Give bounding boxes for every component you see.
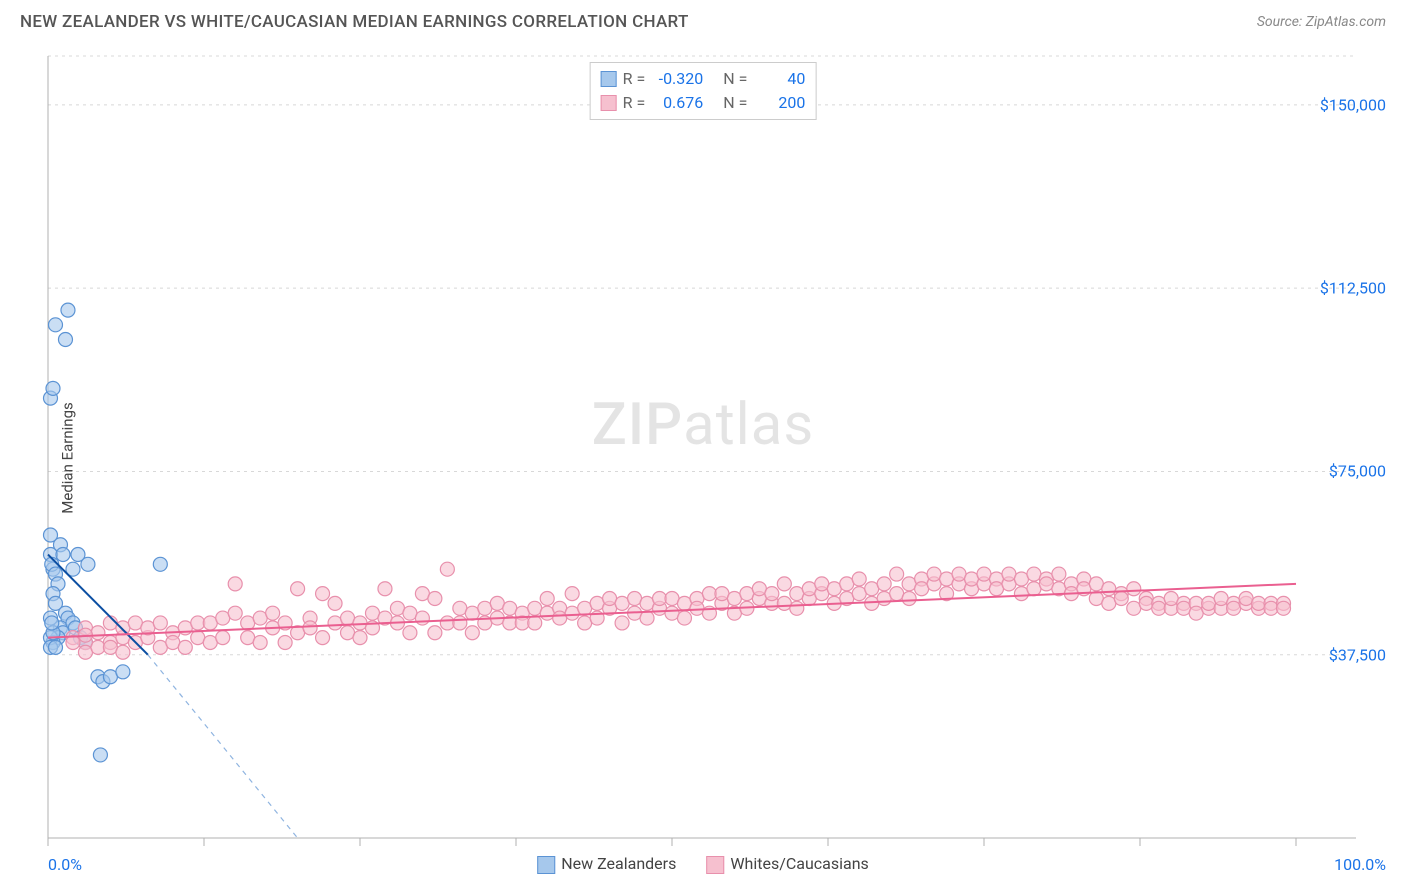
y-tick-label: $150,000 [1320,95,1386,114]
correlation-legend: R =-0.320 N =40 R =0.676 N =200 [590,62,817,120]
y-axis-label: Median Earnings [59,402,77,513]
series-legend: New Zealanders Whites/Caucasians [537,854,869,874]
y-tick-label: $112,500 [1320,279,1386,298]
legend-swatch-icon [706,856,724,874]
source-attribution: Source: ZipAtlas.com [1257,14,1386,30]
scatter-plot [20,44,1386,872]
series-swatch-icon [601,71,617,87]
chart-container: Median Earnings ZIPatlas R =-0.320 N =40… [20,44,1386,872]
correlation-row-nz: R =-0.320 N =40 [601,67,806,91]
legend-item-nz: New Zealanders [537,854,676,874]
x-axis-max-label: 100.0% [1334,855,1386,874]
y-tick-label: $37,500 [1329,645,1386,664]
chart-title: NEW ZEALANDER VS WHITE/CAUCASIAN MEDIAN … [20,12,689,32]
series-swatch-icon [601,95,617,111]
legend-item-wc: Whites/Caucasians [706,854,868,874]
legend-swatch-icon [537,856,555,874]
y-tick-label: $75,000 [1329,462,1386,481]
correlation-row-wc: R =0.676 N =200 [601,91,806,115]
x-axis-min-label: 0.0% [48,855,82,874]
